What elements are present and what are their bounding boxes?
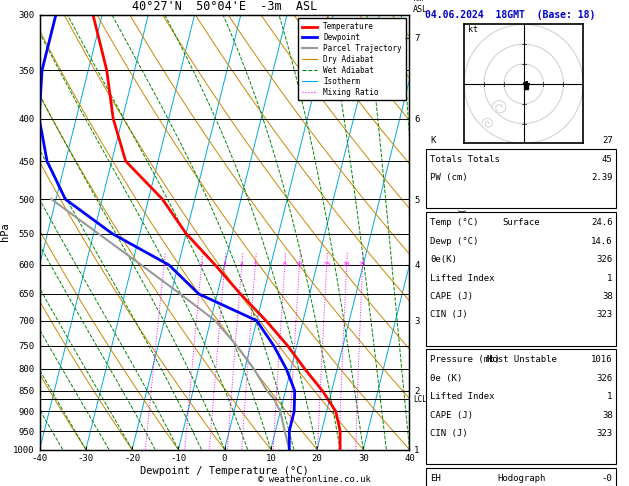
Text: CAPE (J): CAPE (J) [430,292,473,301]
Text: K: K [430,137,436,145]
Text: θe (K): θe (K) [430,374,462,382]
Text: Lifted Index: Lifted Index [430,274,495,282]
Text: 27: 27 [602,137,613,145]
Text: Temp (°C): Temp (°C) [430,218,479,227]
Text: kt: kt [468,25,478,34]
Text: θe(K): θe(K) [430,255,457,264]
Text: 1: 1 [607,274,613,282]
Y-axis label: hPa: hPa [1,223,11,242]
Text: Most Unstable: Most Unstable [486,355,557,364]
Text: 5: 5 [253,262,257,267]
Text: EH: EH [430,474,441,483]
X-axis label: Dewpoint / Temperature (°C): Dewpoint / Temperature (°C) [140,466,309,476]
Text: Lifted Index: Lifted Index [430,392,495,401]
Text: 38: 38 [602,292,613,301]
Text: CIN (J): CIN (J) [430,311,468,319]
Text: 1: 1 [607,392,613,401]
Text: CIN (J): CIN (J) [430,429,468,438]
Text: 25: 25 [359,262,366,267]
Text: 8: 8 [283,262,287,267]
Text: 2.39: 2.39 [591,174,613,182]
Text: 3: 3 [223,262,226,267]
Text: 10: 10 [296,262,303,267]
Text: 15: 15 [323,262,330,267]
Text: 323: 323 [596,429,613,438]
Text: PW (cm): PW (cm) [430,174,468,182]
Text: 04.06.2024  18GMT  (Base: 18): 04.06.2024 18GMT (Base: 18) [425,10,595,20]
Text: 1016: 1016 [591,355,613,364]
Text: 326: 326 [596,255,613,264]
Text: LCL: LCL [413,395,427,404]
Text: Dewp (°C): Dewp (°C) [430,237,479,245]
Text: 20: 20 [343,262,350,267]
Text: km
ASL: km ASL [413,0,428,14]
Text: Surface: Surface [503,218,540,227]
Text: 24.6: 24.6 [591,218,613,227]
Text: 323: 323 [596,311,613,319]
Text: © weatheronline.co.uk: © weatheronline.co.uk [258,475,371,484]
Text: -0: -0 [602,474,613,483]
Legend: Temperature, Dewpoint, Parcel Trajectory, Dry Adiabat, Wet Adiabat, Isotherm, Mi: Temperature, Dewpoint, Parcel Trajectory… [298,18,406,101]
Text: Totals Totals: Totals Totals [430,155,500,164]
Text: Pressure (mb): Pressure (mb) [430,355,500,364]
Text: Hodograph: Hodograph [498,474,545,483]
Text: 2: 2 [199,262,203,267]
Y-axis label: Mixing Ratio (g/kg): Mixing Ratio (g/kg) [459,181,467,283]
Text: 38: 38 [602,411,613,419]
Title: 40°27'N  50°04'E  -3m  ASL: 40°27'N 50°04'E -3m ASL [132,0,317,14]
Text: 1: 1 [162,262,166,267]
Text: 45: 45 [602,155,613,164]
Text: CAPE (J): CAPE (J) [430,411,473,419]
Text: 14.6: 14.6 [591,237,613,245]
Text: 4: 4 [240,262,243,267]
Text: 326: 326 [596,374,613,382]
